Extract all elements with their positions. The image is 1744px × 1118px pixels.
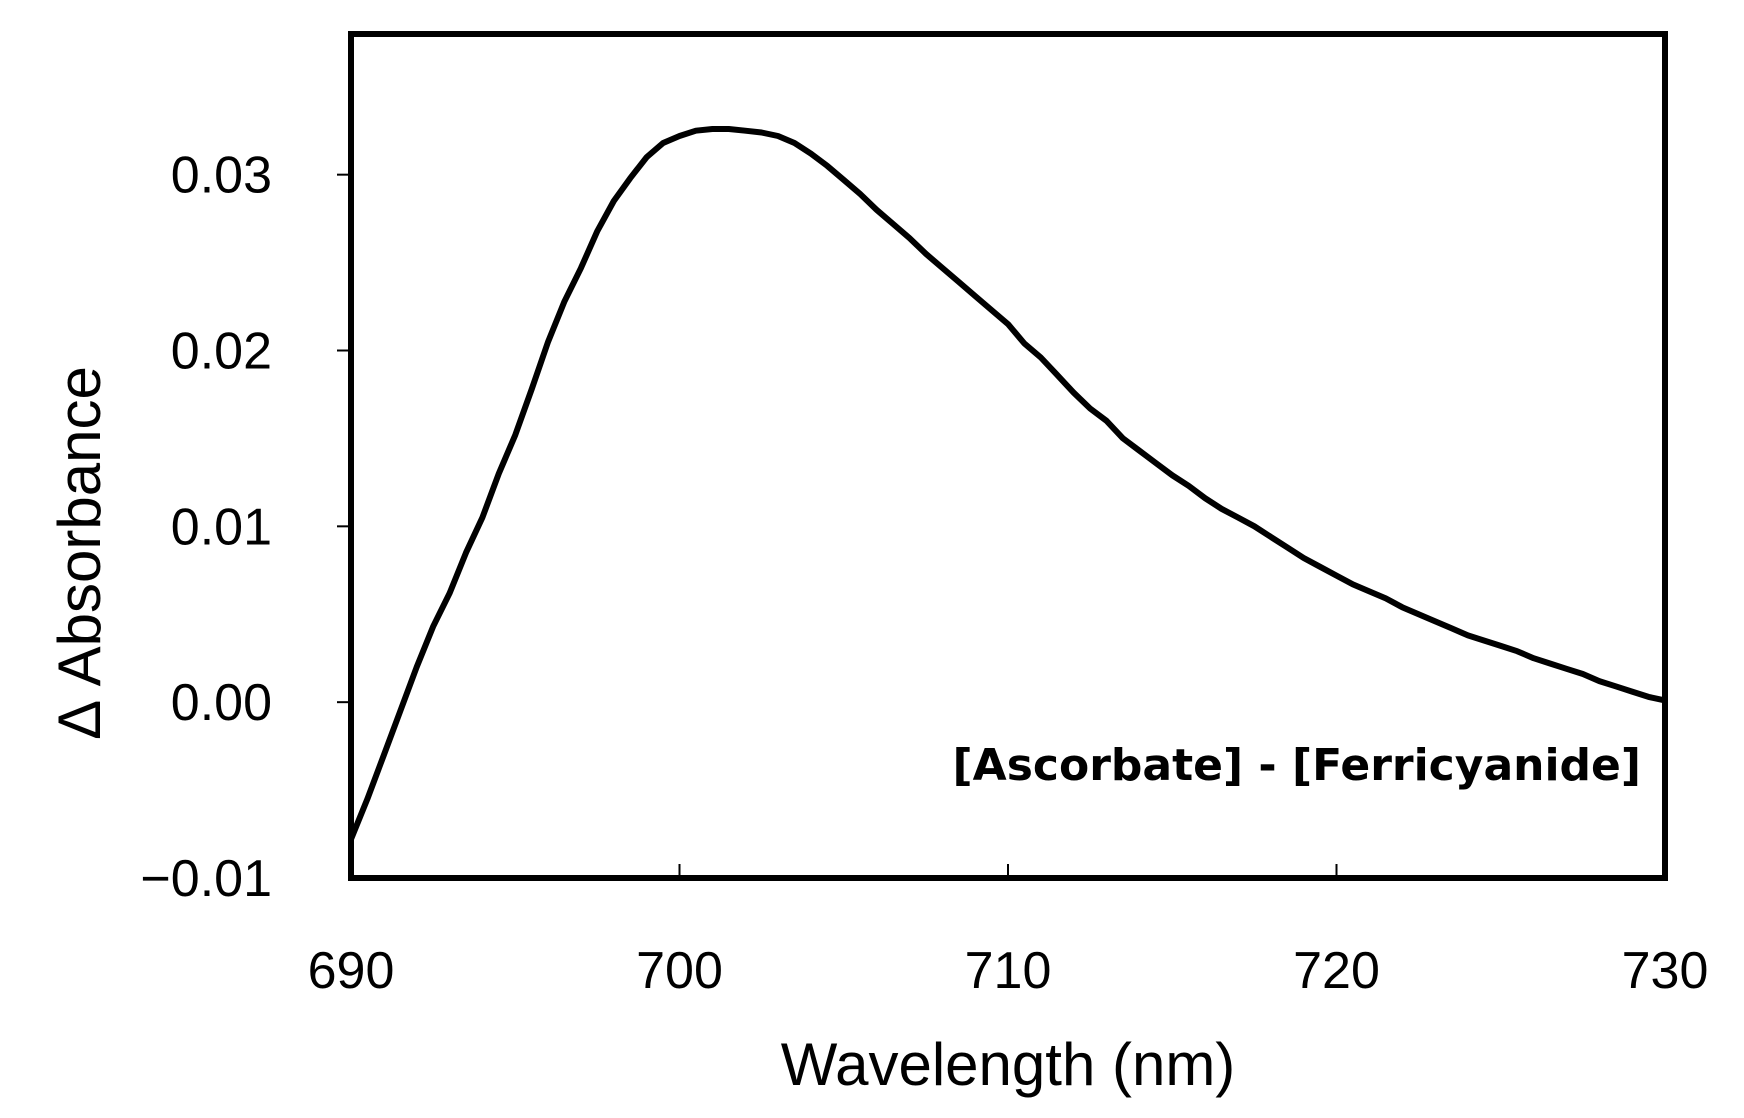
x-tick-label: 710 bbox=[965, 942, 1052, 1000]
series-line bbox=[348, 126, 1668, 843]
y-tick-labels: −0.01 0.00 0.01 0.02 0.03 bbox=[140, 147, 272, 908]
x-tick-label: 700 bbox=[636, 942, 723, 1000]
tick-marks bbox=[337, 173, 1338, 878]
x-tick-label: 720 bbox=[1293, 942, 1380, 1000]
x-tick-labels: 690 700 710 720 730 bbox=[308, 942, 1709, 1000]
x-tick-label: 730 bbox=[1622, 942, 1709, 1000]
x-axis-title: Wavelength (nm) bbox=[781, 1031, 1236, 1098]
y-tick-label: 0.03 bbox=[171, 147, 272, 205]
y-tick-label: −0.01 bbox=[140, 850, 272, 908]
y-tick-label: 0.00 bbox=[171, 674, 272, 732]
y-tick-label: 0.01 bbox=[171, 498, 272, 556]
y-axis-title: Δ Absorbance bbox=[46, 366, 113, 740]
x-tick-label: 690 bbox=[308, 942, 395, 1000]
annotation-label: [Ascorbate] - [Ferricyanide] bbox=[953, 740, 1641, 791]
y-tick-label: 0.02 bbox=[171, 323, 272, 381]
